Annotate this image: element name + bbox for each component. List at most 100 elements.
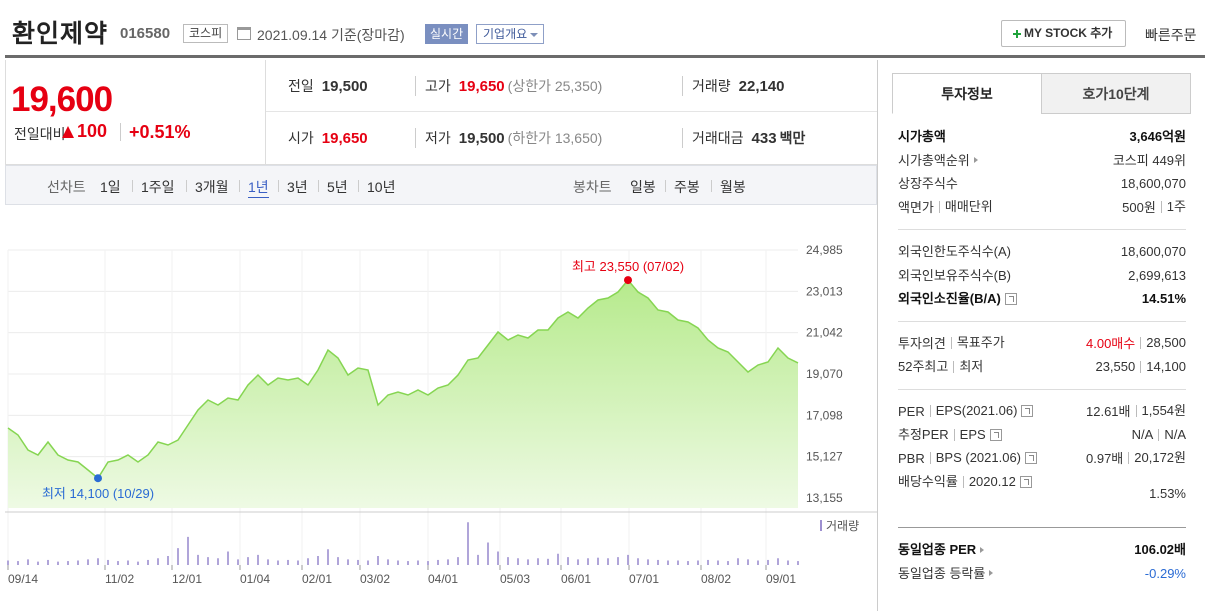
info-row: 외국인보유주식수(B) 2,699,613 bbox=[898, 264, 1186, 288]
info-row: 시가총액 3,646억원 bbox=[898, 125, 1186, 149]
arrow-icon[interactable] bbox=[980, 546, 987, 553]
info-value: 18,600,070 bbox=[1121, 240, 1186, 264]
label-part: EPS(2021.06) bbox=[929, 404, 1017, 418]
chart-tab[interactable]: 3년 bbox=[278, 179, 308, 195]
help-icon[interactable] bbox=[989, 428, 1002, 441]
info-row: PER EPS(2021.06) 12.61배 1,554원 bbox=[898, 400, 1186, 424]
help-icon[interactable] bbox=[1019, 475, 1032, 488]
volume-bar bbox=[637, 558, 639, 565]
current-price: 19,600 bbox=[11, 80, 113, 119]
help-icon[interactable] bbox=[1025, 452, 1038, 465]
info-value: N/A N/A bbox=[1132, 423, 1186, 447]
quote-item: 고가 19,650 (상한가 25,350) bbox=[415, 76, 602, 96]
y-tick-label: 24,985 bbox=[806, 243, 843, 257]
quote-value: 19,500 bbox=[458, 130, 505, 147]
volume-bar bbox=[37, 561, 39, 565]
volume-bar bbox=[607, 558, 609, 565]
price-chart: 24,985 23,013 21,042 19,070 17,098 15,127 13,1… bbox=[5, 243, 877, 586]
chart-tab[interactable]: 일봉 bbox=[630, 179, 656, 195]
info-value: -0.29% bbox=[1145, 562, 1186, 586]
volume-bar bbox=[127, 560, 129, 565]
label-part: 동일업종 등락률 bbox=[898, 565, 986, 581]
info-row: 동일업종 등락률 -0.29% bbox=[898, 562, 1186, 586]
mystock-button[interactable]: MY STOCK 추가 bbox=[1001, 20, 1126, 47]
volume-bar bbox=[227, 551, 229, 565]
chart-tab[interactable]: 주봉 bbox=[665, 179, 700, 195]
chart-tab[interactable]: 5년 bbox=[318, 179, 348, 195]
volume-bar bbox=[17, 561, 19, 565]
volume-bar bbox=[187, 536, 189, 565]
volume-bar bbox=[7, 560, 9, 565]
change-label: 전일대비 bbox=[14, 126, 66, 142]
volume-bar bbox=[687, 561, 689, 565]
volume-bar bbox=[787, 560, 789, 565]
chart-tab[interactable]: 3개월 bbox=[186, 179, 229, 195]
volume-bar bbox=[287, 559, 289, 565]
chart-tab[interactable]: 1년 bbox=[239, 177, 269, 198]
volume-bar bbox=[517, 558, 519, 565]
label-part: PBR bbox=[898, 450, 925, 466]
volume-bar bbox=[447, 559, 449, 565]
info-label: 동일업종 PER bbox=[898, 538, 987, 562]
info-value: 1.53% bbox=[1149, 470, 1186, 517]
value-part: 1주 bbox=[1160, 200, 1186, 214]
help-icon[interactable] bbox=[1021, 405, 1034, 418]
chart-tab[interactable]: 1주일 bbox=[132, 179, 175, 195]
invest-tab[interactable]: 호가10단계 bbox=[1041, 73, 1191, 114]
info-group: PER EPS(2021.06) 12.61배 1,554원 추정PER EPS N/A N/… bbox=[898, 390, 1186, 528]
help-icon[interactable] bbox=[1004, 292, 1017, 305]
volume-bar bbox=[87, 559, 89, 565]
volume-bar bbox=[797, 561, 799, 565]
quote-item: 전일 19,500 bbox=[288, 76, 368, 96]
date: 2021.09.14 기준(장마감) bbox=[257, 27, 405, 43]
volume-bar bbox=[277, 560, 279, 565]
info-row: 액면가 매매단위 500원 1주 bbox=[898, 196, 1186, 220]
quote-value: 433 bbox=[751, 130, 777, 147]
volume-bar bbox=[47, 559, 49, 565]
chart-tab[interactable]: 1일 bbox=[100, 179, 121, 195]
volume-bar bbox=[57, 561, 59, 565]
quote-label: 전일 bbox=[288, 78, 314, 94]
y-tick-label: 19,070 bbox=[806, 367, 843, 381]
invest-tab[interactable]: 투자정보 bbox=[892, 73, 1042, 114]
info-row: 동일업종 PER 106.02배 bbox=[898, 538, 1186, 562]
info-group: 외국인한도주식수(A) 18,600,070 외국인보유주식수(B) 2,699,61… bbox=[898, 230, 1186, 322]
quote-value: 22,140 bbox=[738, 78, 785, 95]
volume-bar bbox=[717, 560, 719, 565]
volume-bar bbox=[267, 559, 269, 565]
label-part: PER bbox=[898, 403, 925, 419]
value-part: 18,600,070 bbox=[1120, 244, 1186, 259]
stock-name: 환인제약 bbox=[12, 20, 109, 48]
label-part: 2020.12 bbox=[962, 475, 1016, 488]
label-part: 액면가 bbox=[898, 199, 934, 215]
volume-bar bbox=[527, 559, 529, 565]
volume-bar bbox=[307, 558, 309, 565]
company-info-dropdown[interactable]: 기업개요 bbox=[476, 24, 545, 44]
quote-value: 19,500 bbox=[321, 78, 368, 95]
value-part: 3,646억원 bbox=[1129, 129, 1186, 144]
arrow-icon[interactable] bbox=[989, 570, 996, 577]
quick-order[interactable]: 빠른주문 bbox=[1145, 27, 1197, 43]
label-part: 동일업종 PER bbox=[898, 542, 977, 557]
quote-divider bbox=[266, 111, 877, 112]
value-part: 0.97배 bbox=[1086, 450, 1124, 466]
x-tick-label: 09/14 bbox=[8, 572, 38, 586]
x-tick-label: 12/01 bbox=[172, 572, 202, 586]
volume-bar bbox=[317, 556, 319, 565]
info-value: 23,550 14,100 bbox=[1095, 355, 1186, 379]
info-label: 52주최고 최저 bbox=[898, 355, 983, 379]
arrow-icon[interactable] bbox=[973, 157, 981, 164]
info-value: 0.97배 20,172원 bbox=[1086, 447, 1186, 471]
volume-bar bbox=[617, 557, 619, 565]
volume-bar bbox=[557, 553, 559, 565]
info-value: 12.61배 1,554원 bbox=[1086, 400, 1186, 424]
x-tick-label: 05/03 bbox=[500, 572, 530, 586]
volume-bar bbox=[647, 559, 649, 565]
x-tick-label: 04/01 bbox=[428, 572, 458, 586]
chart-tab[interactable]: 월봉 bbox=[711, 179, 746, 195]
info-label: 시가총액순위 bbox=[898, 149, 981, 173]
value-part: 1.53% bbox=[1149, 486, 1186, 501]
realtime-button[interactable]: 실시간 bbox=[425, 24, 469, 44]
chart-tab[interactable]: 10년 bbox=[357, 179, 396, 195]
extreme-label: 최저 14,100 (10/29) bbox=[42, 486, 154, 501]
